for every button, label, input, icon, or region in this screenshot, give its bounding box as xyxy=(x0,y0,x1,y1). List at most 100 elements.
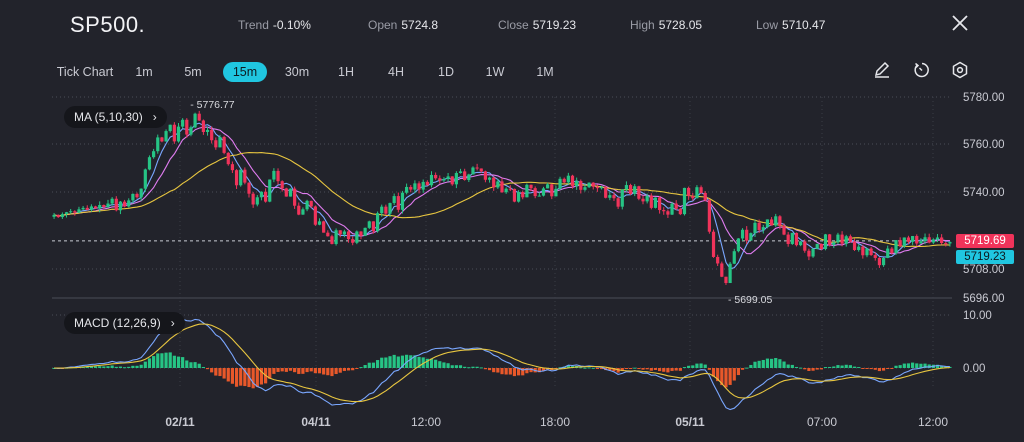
candle-body xyxy=(579,180,583,190)
candle-body xyxy=(284,188,288,197)
macd-histogram-bar xyxy=(438,361,442,368)
candle-body xyxy=(840,234,844,244)
candle-body xyxy=(844,236,848,244)
macd-histogram-bar xyxy=(176,356,181,368)
candle-body xyxy=(301,209,305,215)
macd-histogram-bar xyxy=(255,368,259,388)
candle-body xyxy=(98,204,102,209)
trend-label: Trend xyxy=(238,18,269,32)
macd-indicator-badge[interactable]: MACD (12,26,9) › xyxy=(64,312,185,334)
timeframe-5m[interactable]: 5m xyxy=(184,65,202,79)
candle-body xyxy=(89,206,94,210)
timeframe-4h[interactable]: 4H xyxy=(388,65,404,79)
macd-histogram-bar xyxy=(753,361,757,368)
price-chart[interactable]: 5780.00 5760.00 5740.00 5708.00 5696.00 10.00… xyxy=(0,88,1024,442)
macd-histogram-bar xyxy=(284,368,288,372)
candle-body xyxy=(263,191,268,202)
pencil-icon[interactable] xyxy=(872,60,892,80)
candle-body xyxy=(122,201,127,207)
macd-histogram-bar xyxy=(338,368,342,373)
macd-histogram-bar xyxy=(749,364,753,368)
candle-body xyxy=(944,243,948,245)
candle-body xyxy=(102,204,106,208)
macd-histogram-bar xyxy=(479,367,483,369)
macd-histogram-bar xyxy=(774,358,778,368)
macd-histogram-bar xyxy=(500,368,504,375)
macd-histogram-bar xyxy=(587,367,591,369)
macd-histogram-bar xyxy=(118,366,123,368)
macd-histogram-bar xyxy=(711,368,716,377)
candle-body xyxy=(483,171,488,180)
macd-histogram-bar xyxy=(322,368,326,375)
macd-histogram-bar xyxy=(185,360,189,368)
macd-histogram-bar xyxy=(670,368,674,371)
candle-body xyxy=(637,186,641,199)
candle-body xyxy=(711,231,716,257)
macd-histogram-bar xyxy=(595,368,599,369)
macd-histogram-bar xyxy=(778,359,782,368)
macd-histogram-bar xyxy=(823,367,828,369)
candle-body xyxy=(662,210,666,212)
candle-body xyxy=(293,188,297,206)
macd-histogram-bar xyxy=(799,367,803,369)
price-tick-label: 5696.00 xyxy=(963,293,1005,305)
candle-body xyxy=(384,206,388,214)
close-icon[interactable] xyxy=(948,13,972,37)
candle-body xyxy=(906,237,911,242)
candle-body xyxy=(81,207,85,210)
macd-histogram-bar xyxy=(293,368,297,373)
candle-body xyxy=(803,241,807,251)
chevron-right-icon: › xyxy=(152,110,157,124)
macd-histogram-bar xyxy=(400,355,405,368)
close-price-tag: 5719.23 xyxy=(956,250,1014,264)
macd-histogram-bar xyxy=(583,367,587,369)
macd-histogram-bar xyxy=(434,359,438,368)
timeframe-1d[interactable]: 1D xyxy=(438,65,454,79)
candle-body xyxy=(152,151,156,158)
candle-body xyxy=(338,230,342,235)
candle-body xyxy=(69,211,73,213)
candle-body xyxy=(765,219,770,228)
candle-body xyxy=(799,241,803,246)
macd-histogram-bar xyxy=(280,368,284,372)
timer-icon[interactable] xyxy=(912,60,932,80)
timeframe-15m[interactable]: 15m xyxy=(223,62,267,82)
settings-icon[interactable] xyxy=(950,60,970,80)
candle-body xyxy=(699,187,703,193)
ma-indicator-badge[interactable]: MA (5,10,30) › xyxy=(64,106,167,128)
candle-body xyxy=(852,241,857,250)
macd-histogram-bar xyxy=(728,368,732,385)
macd-histogram-bar xyxy=(935,364,940,368)
macd-histogram-bar xyxy=(877,368,882,372)
timeframe-30m[interactable]: 30m xyxy=(284,65,310,79)
tick-chart-button[interactable]: Tick Chart xyxy=(56,65,114,79)
candle-body xyxy=(288,188,293,197)
timeframe-1mo[interactable]: 1M xyxy=(536,65,554,79)
candle-body xyxy=(931,239,935,243)
candle-body xyxy=(720,263,724,277)
timeframe-1m[interactable]: 1m xyxy=(135,65,153,79)
macd-histogram-bar xyxy=(736,368,741,376)
macd-histogram-bar xyxy=(852,366,857,368)
candle-body xyxy=(210,129,214,141)
timeframe-1w[interactable]: 1W xyxy=(485,65,505,79)
candle-body xyxy=(869,248,873,256)
macd-histogram-bar xyxy=(239,368,243,386)
candle-body xyxy=(624,185,629,190)
candle-body xyxy=(106,203,110,208)
macd-indicator-label: MACD (12,26,9) xyxy=(74,316,161,330)
macd-histogram-bar xyxy=(716,368,720,382)
macd-histogram-bar xyxy=(359,367,363,369)
candle-body xyxy=(164,131,168,142)
candle-body xyxy=(886,248,890,258)
macd-histogram-bar xyxy=(342,368,346,371)
candle-body xyxy=(475,167,479,169)
candle-body xyxy=(388,203,392,214)
macd-histogram-bar xyxy=(769,358,774,368)
macd-histogram-bar xyxy=(828,366,832,368)
macd-histogram-bar xyxy=(160,353,164,368)
candle-body xyxy=(160,137,164,142)
candle-body xyxy=(110,198,114,204)
macd-histogram-bar xyxy=(537,368,541,373)
timeframe-1h[interactable]: 1H xyxy=(338,65,354,79)
